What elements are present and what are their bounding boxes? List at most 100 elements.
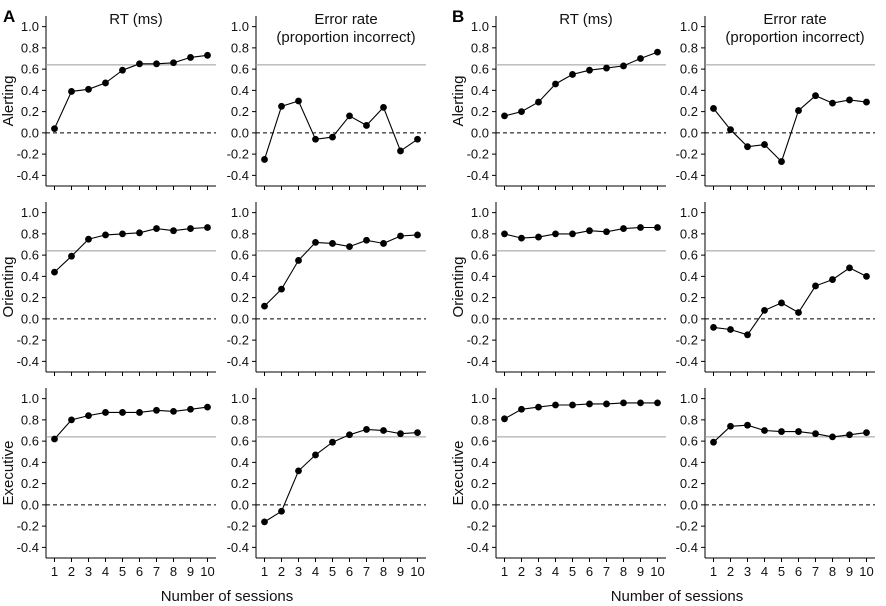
y-tick-label: 0.8 — [231, 412, 249, 427]
panel-letter-b: B — [452, 7, 464, 26]
x-tick-label: 7 — [153, 564, 160, 579]
data-point — [278, 102, 285, 110]
y-tick-label: 0.4 — [21, 83, 39, 98]
x-tick-label: 5 — [329, 564, 336, 579]
x-tick-label: 7 — [363, 564, 370, 579]
data-point — [278, 285, 285, 293]
data-point — [204, 403, 211, 411]
data-point — [846, 264, 853, 272]
y-tick-label: 0.2 — [21, 104, 39, 119]
x-tick-label: 2 — [68, 564, 75, 579]
data-point — [119, 66, 126, 74]
subplot-a-executive-error: 1.0 0.8 0.6 0.4 0.2 0.0 -0.2 -0.4 1 2 3 4 5 6 7 8 9 10 — [227, 388, 426, 579]
y-tick-label: -0.4 — [676, 354, 698, 369]
x-tick-label: 1 — [710, 564, 717, 579]
x-tick-label: 5 — [569, 564, 576, 579]
column-title-error-rate: Error rate (proportion incorrect) — [276, 11, 415, 46]
data-point — [761, 427, 768, 434]
column-title-error-rate-line-2: (proportion incorrect) — [725, 29, 864, 46]
y-tick-label: -0.4 — [467, 168, 489, 183]
data-point — [295, 257, 302, 264]
subplot-a-orienting-rt: 1.0 0.8 0.6 0.4 0.2 0.0 -0.2 -0.4 — [17, 202, 216, 376]
x-tick-label: 3 — [85, 564, 92, 579]
x-tick-label: 6 — [586, 564, 593, 579]
y-tick-label: 0.4 — [231, 83, 249, 98]
data-point — [518, 108, 525, 116]
y-tick-label: 0.8 — [231, 40, 249, 55]
y-tick-label: 1.0 — [680, 19, 698, 34]
y-tick-label: -0.4 — [227, 354, 249, 369]
data-point — [312, 238, 319, 246]
data-point — [795, 428, 802, 435]
x-tick-label: 9 — [637, 564, 644, 579]
y-tick-label: -0.2 — [467, 333, 489, 348]
data-point — [136, 229, 143, 237]
data-point — [329, 438, 336, 446]
y-tick-label: 0.0 — [471, 125, 489, 140]
row-label-orienting: Orienting — [0, 257, 17, 318]
y-tick-label: 0.8 — [231, 226, 249, 241]
data-point — [744, 143, 751, 151]
y-tick-label: -0.2 — [17, 147, 39, 162]
subplot-a-orienting-error: 1.0 0.8 0.6 0.4 0.2 0.0 -0.2 -0.4 — [227, 202, 426, 376]
data-point — [812, 282, 819, 290]
y-tick-label: 0.0 — [21, 311, 39, 326]
y-tick-label: 1.0 — [231, 205, 249, 220]
data-point — [552, 401, 559, 409]
data-point — [863, 98, 870, 106]
data-point — [85, 85, 92, 93]
data-point — [552, 230, 559, 238]
data-point — [329, 240, 336, 247]
x-tick-label: 2 — [278, 564, 285, 579]
series-line — [713, 424, 867, 443]
y-tick-label: -0.2 — [227, 519, 249, 534]
row-label-executive: Executive — [0, 440, 17, 505]
y-tick-label: 1.0 — [471, 19, 489, 34]
data-point — [102, 231, 109, 239]
data-point — [812, 430, 819, 438]
y-tick-label: 1.0 — [231, 391, 249, 406]
row-label-executive: Executive — [450, 440, 467, 505]
y-tick-label: 1.0 — [21, 19, 39, 34]
data-point — [654, 48, 661, 56]
y-tick-label: 0.0 — [471, 311, 489, 326]
y-tick-label: 0.6 — [21, 248, 39, 263]
y-tick-label: -0.4 — [17, 540, 39, 555]
y-tick-label: 0.2 — [231, 290, 249, 305]
x-tick-label: 7 — [603, 564, 610, 579]
y-tick-label: -0.4 — [227, 540, 249, 555]
y-tick-label: 0.8 — [680, 226, 698, 241]
y-tick-label: 0.0 — [471, 497, 489, 512]
y-tick-label: 0.0 — [680, 311, 698, 326]
data-point — [586, 66, 593, 74]
y-tick-label: 0.8 — [471, 226, 489, 241]
x-tick-label: 3 — [295, 564, 302, 579]
x-tick-label: 6 — [136, 564, 143, 579]
data-point — [51, 268, 58, 276]
data-point — [295, 97, 302, 105]
y-tick-label: 0.0 — [231, 125, 249, 140]
data-point — [204, 224, 211, 231]
y-tick-label: 1.0 — [471, 391, 489, 406]
y-tick-label: 0.6 — [231, 248, 249, 263]
data-point — [518, 405, 525, 413]
y-tick-label: 0.6 — [231, 62, 249, 77]
y-tick-label: 1.0 — [680, 205, 698, 220]
y-tick-label: -0.4 — [17, 354, 39, 369]
row-label-orienting: Orienting — [450, 257, 467, 318]
x-tick-label: 8 — [620, 564, 627, 579]
x-tick-label: 9 — [187, 564, 194, 579]
x-tick-label: 10 — [859, 564, 873, 579]
data-point — [501, 112, 508, 120]
data-point — [501, 415, 508, 423]
y-tick-label: -0.2 — [227, 147, 249, 162]
data-point — [569, 401, 576, 409]
y-tick-label: 0.4 — [231, 455, 249, 470]
data-point — [187, 54, 194, 61]
data-point — [346, 431, 353, 439]
data-point — [170, 59, 177, 67]
data-point — [204, 51, 211, 59]
y-tick-label: 1.0 — [680, 391, 698, 406]
y-tick-label: 0.6 — [471, 62, 489, 77]
